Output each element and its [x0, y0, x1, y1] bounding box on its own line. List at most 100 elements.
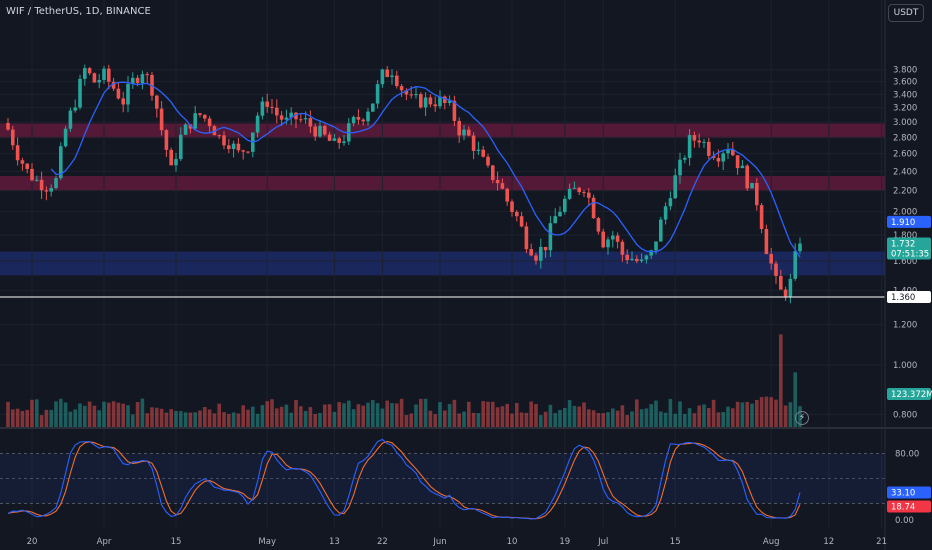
candle-body[interactable] — [111, 81, 116, 89]
candle-body[interactable] — [764, 229, 769, 255]
candle-body[interactable] — [135, 77, 140, 84]
candle-body[interactable] — [198, 113, 202, 115]
candle-body[interactable] — [49, 188, 53, 192]
candle-body[interactable] — [726, 149, 730, 154]
candle-body[interactable] — [279, 115, 284, 120]
candle-body[interactable] — [615, 235, 620, 242]
candle-body[interactable] — [572, 187, 577, 189]
candle-body[interactable] — [371, 103, 375, 112]
candle-body[interactable] — [467, 129, 471, 136]
candle-body[interactable] — [318, 125, 322, 137]
candle-body[interactable] — [159, 108, 164, 131]
candle-body[interactable] — [39, 179, 44, 191]
candle-body[interactable] — [303, 118, 308, 120]
candle-body[interactable] — [462, 129, 466, 136]
candle-body[interactable] — [447, 100, 452, 103]
candle-body[interactable] — [663, 206, 668, 220]
candle-body[interactable] — [308, 118, 313, 127]
candle-body[interactable] — [222, 135, 226, 146]
candle-body[interactable] — [126, 83, 130, 105]
candle-body[interactable] — [284, 117, 289, 120]
candle-body[interactable] — [183, 124, 188, 135]
candle-body[interactable] — [471, 135, 476, 151]
candle-body[interactable] — [390, 75, 394, 77]
candle-body[interactable] — [20, 160, 25, 164]
candle-body[interactable] — [697, 140, 701, 143]
candle-body[interactable] — [707, 141, 711, 156]
candle-body[interactable] — [519, 216, 524, 227]
candle-body[interactable] — [625, 254, 629, 261]
candle-body[interactable] — [582, 192, 586, 194]
candle-body[interactable] — [83, 68, 87, 79]
candle-body[interactable] — [227, 145, 231, 149]
candle-body[interactable] — [745, 165, 749, 189]
candle-body[interactable] — [35, 179, 39, 181]
candle-body[interactable] — [342, 141, 346, 143]
candle-body[interactable] — [635, 258, 639, 262]
candle-body[interactable] — [659, 219, 663, 242]
candle-body[interactable] — [30, 168, 34, 181]
symbol-title[interactable]: WIF / TetherUS, 1D, BINANCE — [6, 6, 151, 17]
candle-body[interactable] — [510, 201, 514, 212]
candle-body[interactable] — [611, 235, 615, 240]
candle-body[interactable] — [380, 69, 385, 85]
candle-body[interactable] — [740, 165, 745, 169]
candle-body[interactable] — [433, 104, 437, 107]
candle-body[interactable] — [121, 98, 125, 105]
candle-body[interactable] — [683, 157, 687, 160]
candle-body[interactable] — [188, 124, 193, 129]
candle-body[interactable] — [755, 183, 759, 206]
candle-body[interactable] — [59, 146, 63, 179]
candle-body[interactable] — [515, 211, 519, 217]
candle-body[interactable] — [351, 116, 356, 124]
candle-body[interactable] — [558, 211, 562, 217]
candle-body[interactable] — [193, 113, 197, 129]
candle-body[interactable] — [255, 115, 260, 133]
candle-body[interactable] — [68, 110, 73, 129]
candle-body[interactable] — [567, 188, 572, 199]
candle-body[interactable] — [553, 216, 557, 224]
candle-body[interactable] — [97, 79, 101, 83]
candle-body[interactable] — [395, 75, 399, 87]
candle-body[interactable] — [606, 239, 610, 248]
candle-body[interactable] — [783, 289, 788, 297]
candle-body[interactable] — [15, 145, 20, 161]
candle-body[interactable] — [25, 163, 29, 169]
candle-body[interactable] — [332, 138, 337, 141]
candle-body[interactable] — [356, 116, 361, 120]
candle-body[interactable] — [102, 68, 106, 80]
candle-body[interactable] — [236, 143, 241, 151]
candle-body[interactable] — [203, 114, 207, 119]
candle-body[interactable] — [11, 129, 15, 146]
candle-body[interactable] — [63, 128, 68, 147]
candle-body[interactable] — [591, 197, 596, 219]
candle-body[interactable] — [457, 120, 461, 136]
candle-body[interactable] — [759, 205, 764, 230]
candle-body[interactable] — [241, 150, 245, 152]
candle-body[interactable] — [500, 183, 505, 189]
candle-body[interactable] — [529, 249, 533, 256]
currency-button[interactable]: USDT — [888, 4, 924, 22]
candle-body[interactable] — [654, 241, 658, 251]
candle-body[interactable] — [731, 149, 735, 156]
candle-body[interactable] — [44, 190, 49, 192]
candle-body[interactable] — [673, 175, 677, 199]
candle-body[interactable] — [131, 77, 135, 84]
candle-body[interactable] — [798, 243, 802, 252]
candle-body[interactable] — [73, 107, 77, 111]
candle-body[interactable] — [246, 151, 250, 153]
candle-body[interactable] — [169, 149, 173, 166]
candle-body[interactable] — [678, 159, 682, 176]
candle-body[interactable] — [486, 156, 490, 166]
candle-body[interactable] — [779, 275, 783, 290]
candle-body[interactable] — [116, 88, 121, 99]
candle-body[interactable] — [385, 69, 389, 77]
candle-body[interactable] — [299, 119, 303, 121]
candle-body[interactable] — [107, 68, 111, 82]
candle-body[interactable] — [323, 125, 327, 135]
candle-body[interactable] — [294, 112, 298, 120]
candle-body[interactable] — [721, 153, 725, 162]
candle-body[interactable] — [692, 135, 697, 141]
candle-body[interactable] — [793, 251, 797, 279]
